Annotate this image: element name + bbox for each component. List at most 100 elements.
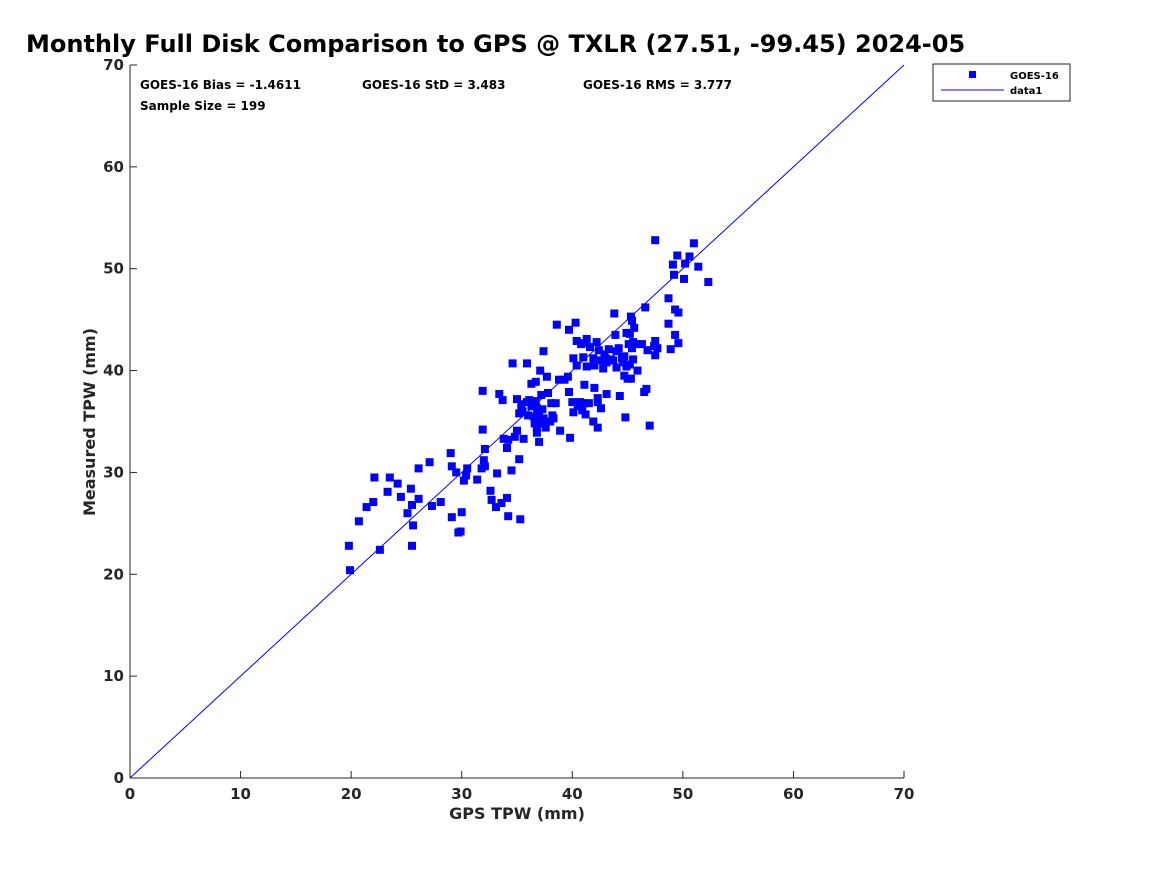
data-point	[673, 251, 682, 260]
data-point	[582, 362, 591, 371]
data-point	[604, 345, 613, 354]
legend-goes16-label: GOES-16	[1010, 71, 1059, 82]
y-tick-label: 0	[114, 769, 124, 787]
data-point	[579, 353, 588, 362]
data-point	[508, 359, 517, 368]
data-point	[674, 339, 683, 348]
data-point	[568, 398, 577, 407]
data-point	[539, 347, 548, 356]
data-point	[375, 545, 384, 554]
x-tick-label: 10	[230, 785, 251, 803]
data-point	[513, 395, 521, 404]
legend-box	[932, 63, 1071, 102]
data-point	[403, 509, 412, 518]
data-point	[532, 416, 541, 425]
data-point	[580, 339, 589, 348]
data-point	[610, 309, 619, 318]
data-point	[590, 361, 599, 370]
y-tick-label: 10	[103, 667, 124, 685]
data-point	[584, 399, 593, 408]
data-point	[569, 408, 578, 417]
x-axis-label: GPS TPW (mm)	[449, 804, 585, 823]
data-point	[566, 433, 575, 442]
data-point	[499, 434, 508, 443]
x-tick-label: 50	[672, 785, 693, 803]
data-point	[619, 358, 628, 367]
data-point	[630, 323, 639, 332]
data-point	[406, 484, 415, 493]
data-point	[614, 344, 623, 353]
data-point	[628, 316, 636, 325]
data-point	[344, 541, 353, 550]
series-data1-line	[129, 64, 905, 779]
data-point	[589, 417, 598, 426]
data-point	[385, 473, 394, 482]
data-point	[531, 377, 540, 386]
data-point	[457, 508, 466, 517]
rms-annotation: GOES-16 RMS = 3.777	[583, 78, 732, 92]
data-point	[354, 517, 363, 526]
data-point	[704, 278, 713, 286]
data-point	[487, 495, 496, 504]
data-point	[408, 501, 416, 509]
data-point	[519, 434, 528, 443]
data-point	[602, 390, 611, 398]
data-point	[523, 359, 531, 368]
data-point	[632, 340, 641, 349]
data-point	[590, 383, 599, 392]
legend-data1-label: data1	[1010, 86, 1042, 97]
data-point	[436, 498, 445, 506]
data-point	[549, 414, 558, 423]
data-point	[582, 335, 591, 343]
x-axis-ticks: 0 10 20 30 40 50 60 70	[125, 771, 914, 803]
x-tick-label: 40	[562, 785, 583, 803]
data-point	[611, 330, 620, 339]
data-point	[651, 337, 660, 345]
data-point	[518, 407, 527, 416]
data-point	[544, 389, 552, 397]
data-point	[531, 397, 540, 406]
data-point	[473, 475, 482, 484]
data-point	[535, 411, 544, 420]
data-point	[664, 294, 673, 303]
data-point	[446, 449, 455, 458]
data-point	[594, 346, 603, 355]
data-point	[504, 435, 513, 444]
data-point	[629, 355, 638, 364]
data-point	[642, 384, 651, 393]
data-point	[586, 343, 594, 352]
data-point	[492, 503, 500, 512]
data-point	[563, 372, 572, 381]
data-point	[592, 338, 601, 347]
data-point	[581, 410, 590, 419]
data-point	[346, 566, 354, 575]
data-point	[670, 270, 678, 279]
data-point	[515, 455, 524, 464]
data-point	[555, 375, 563, 384]
data-point	[535, 437, 544, 446]
data-point	[456, 527, 465, 536]
data-point	[601, 354, 610, 363]
data-point	[547, 399, 556, 408]
y-tick-label: 40	[103, 362, 124, 380]
series-line-data1	[129, 64, 905, 779]
data-point	[597, 404, 605, 413]
data-point	[625, 329, 634, 338]
data-point	[685, 252, 694, 261]
y-tick-label: 70	[103, 56, 124, 74]
data-point	[651, 236, 660, 245]
data-point	[609, 356, 618, 365]
data-point	[493, 469, 502, 478]
y-axis-label: Measured TPW (mm)	[80, 328, 99, 516]
data-point	[612, 363, 621, 372]
series-goes16-points	[344, 236, 713, 575]
data-point	[536, 366, 545, 375]
data-point	[571, 318, 580, 327]
data-point	[478, 386, 487, 395]
data-point	[524, 411, 533, 420]
data-point	[664, 319, 673, 328]
data-point	[578, 406, 587, 415]
data-point	[589, 354, 598, 363]
data-point	[580, 399, 589, 408]
data-point	[369, 498, 378, 506]
